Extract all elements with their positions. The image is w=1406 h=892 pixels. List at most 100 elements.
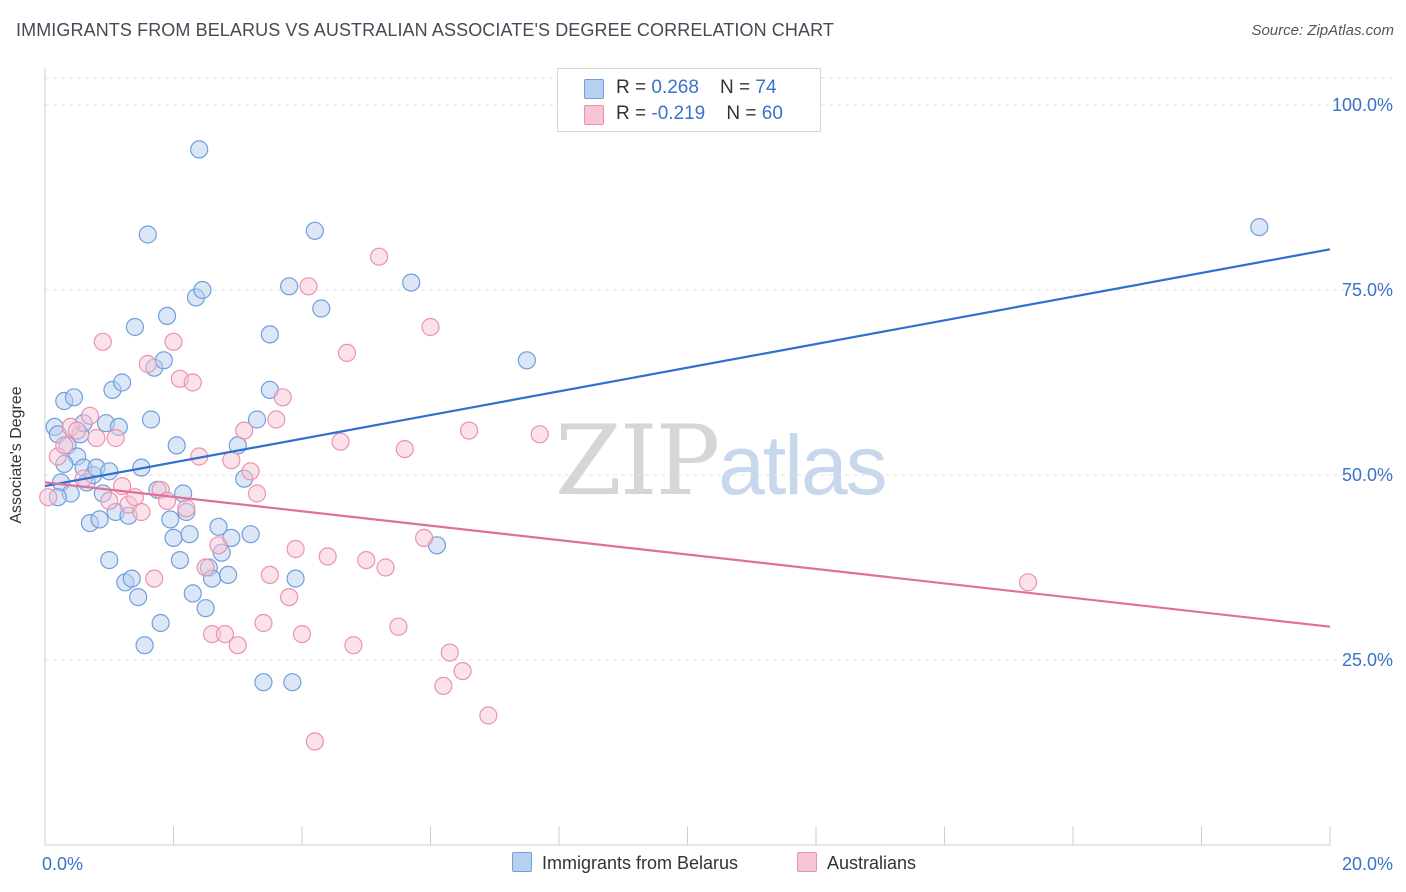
point-australians xyxy=(299,277,318,296)
point-australians xyxy=(55,436,74,455)
trend-line-belarus xyxy=(44,248,1331,488)
point-belarus xyxy=(193,280,212,300)
point-australians xyxy=(370,247,389,266)
chart-title: IMMIGRANTS FROM BELARUS VS AUSTRALIAN AS… xyxy=(16,20,834,40)
point-belarus xyxy=(100,550,119,570)
source-label: Source: ZipAtlas.com xyxy=(1251,22,1394,39)
point-australians xyxy=(247,484,267,503)
n-value-pink: 60 xyxy=(761,103,783,124)
point-australians xyxy=(453,661,472,681)
point-belarus xyxy=(286,569,305,588)
r-label-blue: R = xyxy=(616,77,652,98)
legend-bottom-label-blue: Immigrants from Belarus xyxy=(542,853,739,873)
point-belarus xyxy=(517,351,536,370)
point-australians xyxy=(440,643,459,662)
point-australians xyxy=(357,550,376,570)
legend-swatch-pink xyxy=(584,105,604,125)
point-australians xyxy=(138,354,157,374)
point-belarus xyxy=(141,410,161,429)
point-belarus xyxy=(241,525,260,544)
y-tick-label: 100.0% xyxy=(1332,95,1393,115)
point-belarus xyxy=(196,599,215,618)
r-label-pink: R = xyxy=(616,103,652,124)
point-australians xyxy=(80,406,100,425)
point-belarus xyxy=(209,517,228,536)
point-belarus xyxy=(402,273,421,292)
point-belarus xyxy=(260,325,279,344)
n-label-pink: N = xyxy=(726,103,762,124)
point-belarus xyxy=(135,636,154,655)
legend-bottom-swatch-blue xyxy=(512,852,532,872)
point-belarus xyxy=(161,510,180,529)
point-australians xyxy=(389,617,408,636)
y-tick-label: 50.0% xyxy=(1342,465,1393,485)
legend-stats-blue: R = 0.268 N = 74 xyxy=(616,77,777,99)
point-australians xyxy=(215,624,234,644)
point-belarus xyxy=(154,351,173,370)
point-australians xyxy=(196,558,215,577)
correlation-legend: R = 0.268 N = 74 R = -0.219 N = 60 xyxy=(557,68,821,132)
point-australians xyxy=(459,421,479,440)
point-australians xyxy=(209,536,228,555)
point-australians xyxy=(267,410,286,429)
point-australians xyxy=(132,502,151,522)
point-australians xyxy=(183,373,202,392)
zipatlas-watermark: ZIPatlas xyxy=(555,405,888,517)
n-value-blue: 74 xyxy=(755,77,777,98)
legend-item-belarus: Immigrants from Belarus xyxy=(512,852,738,874)
x-tick-label-min: 0.0% xyxy=(42,854,83,874)
point-australians xyxy=(145,569,164,588)
trend-line-australians xyxy=(44,481,1331,628)
point-belarus xyxy=(180,525,199,544)
point-belarus xyxy=(164,528,183,548)
point-australians xyxy=(164,332,183,351)
point-australians xyxy=(344,636,363,655)
point-belarus xyxy=(90,510,109,529)
x-tick-label-max: 20.0% xyxy=(1342,854,1393,874)
point-australians xyxy=(228,636,247,655)
point-belarus xyxy=(167,436,186,455)
point-australians xyxy=(39,488,58,507)
r-value-pink: -0.219 xyxy=(651,103,706,124)
point-australians xyxy=(331,432,350,451)
point-belarus xyxy=(129,587,148,607)
point-belarus xyxy=(138,225,157,244)
point-belarus xyxy=(183,584,202,603)
point-belarus xyxy=(64,388,84,407)
point-australians xyxy=(222,451,241,470)
point-australians xyxy=(106,428,125,448)
point-australians xyxy=(87,428,106,448)
point-belarus xyxy=(170,550,190,570)
point-australians xyxy=(93,332,112,351)
y-axis-label: Associate's Degree xyxy=(8,386,25,524)
point-belarus xyxy=(125,317,145,337)
point-belarus xyxy=(280,277,299,296)
point-belarus xyxy=(283,673,302,692)
point-belarus xyxy=(1250,218,1269,237)
point-belarus xyxy=(254,673,273,692)
y-tick-label: 75.0% xyxy=(1342,280,1393,300)
point-australians xyxy=(68,421,87,440)
r-value-blue: 0.268 xyxy=(651,77,699,98)
legend-bottom-swatch-pink xyxy=(797,852,817,872)
legend-swatch-blue xyxy=(584,79,604,99)
point-australians xyxy=(414,528,434,548)
point-belarus xyxy=(122,569,141,588)
y-tick-label: 25.0% xyxy=(1342,650,1393,670)
point-australians xyxy=(235,421,254,440)
point-australians xyxy=(1018,573,1038,592)
n-label-blue: N = xyxy=(720,77,756,98)
point-belarus xyxy=(219,565,238,585)
point-australians xyxy=(337,343,357,362)
point-australians xyxy=(177,499,196,518)
legend-stats-pink: R = -0.219 N = 60 xyxy=(616,103,783,125)
point-australians xyxy=(305,732,324,751)
watermark-atlas: atlas xyxy=(718,418,887,512)
point-australians xyxy=(280,587,299,607)
point-belarus xyxy=(112,373,132,392)
point-australians xyxy=(376,558,395,577)
watermark-zip: ZIP xyxy=(555,405,720,517)
point-australians xyxy=(100,491,119,510)
legend-bottom-label-pink: Australians xyxy=(827,853,917,873)
